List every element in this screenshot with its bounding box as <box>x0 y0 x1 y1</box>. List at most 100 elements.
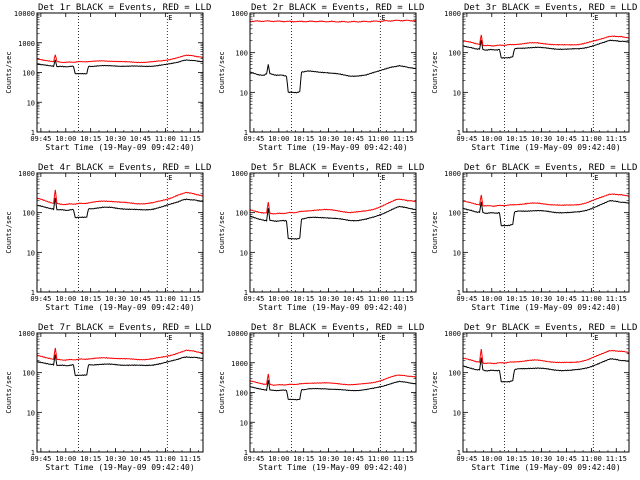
y-axis-label: Counts/sec <box>218 51 226 93</box>
y-tick-label: 100 <box>448 50 461 58</box>
x-tick-label: 11:00 <box>155 135 176 143</box>
chart-title: Det 8r BLACK = Events, RED = LLD <box>251 323 424 333</box>
plot-frame <box>462 12 630 133</box>
marker-label: E <box>594 14 598 22</box>
plot-frame <box>249 12 417 133</box>
x-tick-label: 10:15 <box>293 455 314 463</box>
y-tick-label: 1000 <box>444 10 461 18</box>
x-tick-label: 09:45 <box>30 455 51 463</box>
x-tick-label: 11:00 <box>155 455 176 463</box>
x-tick-label: 10:45 <box>130 455 151 463</box>
marker-label: E <box>594 174 598 182</box>
y-tick-label: 10 <box>240 419 248 427</box>
chart-title: Det 7r BLACK = Events, RED = LLD <box>38 323 211 333</box>
x-tick-label: 09:45 <box>243 295 264 303</box>
x-tick-label: 10:00 <box>268 295 289 303</box>
x-tick-label: 09:45 <box>243 455 264 463</box>
x-tick-label: 10:30 <box>105 135 126 143</box>
x-tick-label: 10:30 <box>531 455 552 463</box>
series-line-events <box>36 197 204 219</box>
x-tick-label: 11:00 <box>368 455 389 463</box>
x-tick-label: 11:00 <box>581 455 602 463</box>
series-line-events <box>462 39 630 59</box>
y-tick-label: 1 <box>457 289 461 297</box>
y-tick-label: 100 <box>448 370 461 378</box>
marker-label: E <box>168 334 172 342</box>
chart-title: Det 9r BLACK = Events, RED = LLD <box>464 323 637 333</box>
y-tick-label: 10000 <box>227 330 248 338</box>
y-tick-label: 1 <box>244 289 248 297</box>
y-tick-label: 1000 <box>231 360 248 368</box>
x-tick-label: 10:30 <box>318 295 339 303</box>
y-axis-label: Counts/sec <box>218 211 226 253</box>
x-tick-label: 11:15 <box>606 455 627 463</box>
y-tick-label: 100 <box>22 370 35 378</box>
y-tick-label: 10 <box>453 89 461 97</box>
x-axis-label: Start Time (19-May-09 09:42:40) <box>471 303 620 312</box>
x-tick-label: 10:00 <box>55 135 76 143</box>
x-tick-label: 10:15 <box>506 295 527 303</box>
plot-frame <box>36 12 204 133</box>
y-axis-label: Counts/sec <box>218 371 226 413</box>
x-tick-label: 10:30 <box>531 135 552 143</box>
series-line-lld <box>462 193 629 208</box>
chart-title: Det 2r BLACK = Events, RED = LLD <box>251 3 424 13</box>
x-tick-label: 11:15 <box>180 135 201 143</box>
x-tick-label: 11:00 <box>581 135 602 143</box>
x-tick-label: 10:45 <box>343 295 364 303</box>
y-tick-label: 10 <box>453 409 461 417</box>
series-line-lld <box>249 198 416 215</box>
chart-title: Det 3r BLACK = Events, RED = LLD <box>464 3 637 13</box>
plot-frame <box>462 332 630 453</box>
marker-label: E <box>381 14 385 22</box>
x-tick-label: 10:45 <box>556 455 577 463</box>
plot-frame <box>36 332 204 453</box>
y-tick-label: 100 <box>448 210 461 218</box>
y-axis-label: Counts/sec <box>5 211 13 253</box>
y-tick-label: 1000 <box>231 170 248 178</box>
y-tick-label: 10 <box>453 249 461 257</box>
y-tick-label: 10 <box>240 89 248 97</box>
y-tick-label: 1000 <box>444 170 461 178</box>
x-tick-label: 10:15 <box>293 135 314 143</box>
x-axis-label: Start Time (19-May-09 09:42:40) <box>45 303 194 312</box>
y-tick-label: 100 <box>235 50 248 58</box>
chart-title: Det 4r BLACK = Events, RED = LLD <box>38 163 211 173</box>
x-tick-label: 11:15 <box>180 455 201 463</box>
x-tick-label: 10:00 <box>481 455 502 463</box>
series-line-lld <box>249 19 417 23</box>
series-line-events <box>249 379 416 401</box>
series-line-lld <box>36 54 204 64</box>
plot-frame <box>249 172 417 293</box>
x-tick-label: 10:45 <box>556 295 577 303</box>
x-tick-label: 10:15 <box>80 135 101 143</box>
series-line-events <box>462 199 630 227</box>
y-tick-label: 1000 <box>444 330 461 338</box>
x-tick-label: 10:00 <box>268 455 289 463</box>
y-axis-label: Counts/sec <box>431 51 439 93</box>
series-line-events <box>37 354 204 377</box>
marker-label: E <box>594 334 598 342</box>
x-tick-label: 11:00 <box>155 295 176 303</box>
plot-frame <box>249 332 417 453</box>
x-tick-label: 11:15 <box>393 135 414 143</box>
y-tick-label: 10 <box>27 409 35 417</box>
y-tick-label: 100 <box>235 210 248 218</box>
x-tick-label: 10:30 <box>531 295 552 303</box>
x-tick-label: 10:00 <box>481 135 502 143</box>
chart-title: Det 1r BLACK = Events, RED = LLD <box>38 3 211 13</box>
marker-label: E <box>168 174 172 182</box>
plot-frame <box>36 172 204 293</box>
chart-title: Det 6r BLACK = Events, RED = LLD <box>464 163 637 173</box>
x-tick-label: 10:15 <box>506 455 527 463</box>
x-tick-label: 10:00 <box>55 455 76 463</box>
x-axis-label: Start Time (19-May-09 09:42:40) <box>471 463 620 472</box>
x-tick-label: 10:45 <box>343 135 364 143</box>
chart-title: Det 5r BLACK = Events, RED = LLD <box>251 163 424 173</box>
x-tick-label: 09:45 <box>30 135 51 143</box>
x-tick-label: 11:00 <box>581 295 602 303</box>
